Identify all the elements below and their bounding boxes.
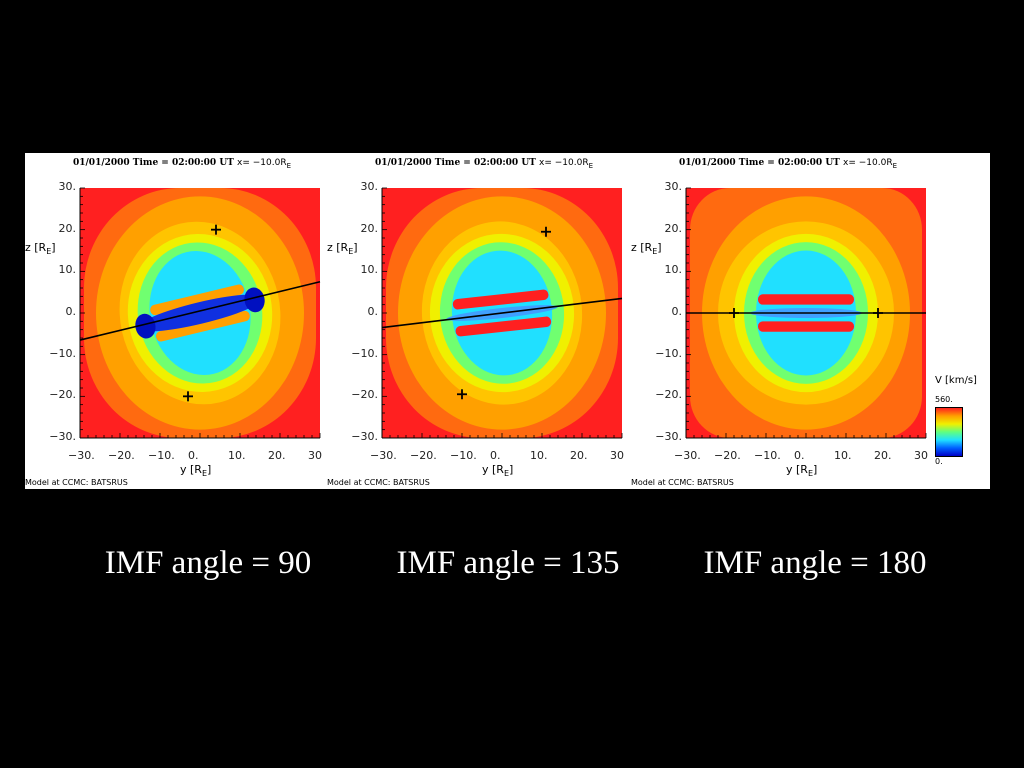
- current-sheet: [244, 287, 265, 313]
- plot-title: 01/01/2000 Time = 02:00:00 UT x= −10.0RE: [73, 158, 291, 170]
- y-tick-label: 0.: [367, 305, 379, 318]
- x-tick-label: 20.: [268, 449, 286, 462]
- y-tick-label: −10.: [49, 346, 76, 360]
- velocity-bar: [452, 289, 549, 310]
- plot-panel-1: 01/01/2000 Time = 02:00:00 UT x= −10.0RE…: [25, 153, 328, 489]
- y-axis-label: z [RE]: [631, 241, 662, 257]
- y-tick-label: −30.: [49, 430, 76, 443]
- slice-sub: E: [892, 161, 898, 170]
- heatmap-svg: [79, 187, 321, 439]
- x-tick-label: 10.: [228, 449, 246, 462]
- y-axis-label: z [RE]: [327, 241, 358, 257]
- x-tick-label: −20.: [108, 449, 135, 462]
- x-tick-label: −10.: [450, 449, 477, 462]
- x-axis-label: y [RE]: [180, 463, 212, 479]
- y-tick-label: 20.: [360, 221, 379, 235]
- imf-angle-caption: IMF angle = 90: [104, 545, 312, 581]
- plus-marker: [541, 226, 551, 237]
- plot-panel-2: 01/01/2000 Time = 02:00:00 UT x= −10.0RE…: [327, 153, 630, 489]
- x-tick-label: 20.: [874, 449, 892, 462]
- model-credit: Model at CCMC: BATSRUS: [631, 478, 734, 487]
- y-tick-label: −20.: [49, 388, 76, 402]
- velocity-bar: [758, 321, 854, 332]
- title-text: 01/01/2000 Time = 02:00:00 UT: [375, 158, 536, 168]
- velocity-bar: [758, 294, 854, 305]
- y-tick-label: 10.: [360, 263, 379, 277]
- heatmap-svg: [685, 187, 927, 439]
- model-credit: Model at CCMC: BATSRUS: [25, 478, 128, 487]
- title-text: 01/01/2000 Time = 02:00:00 UT: [679, 158, 840, 168]
- y-tick-label: 0.: [671, 305, 683, 318]
- heatmap-svg: [381, 187, 623, 439]
- plot-panel-3: 01/01/2000 Time = 02:00:00 UT x= −10.0RE…: [631, 153, 934, 489]
- y-tick-label: −10.: [655, 346, 682, 360]
- model-credit: Model at CCMC: BATSRUS: [327, 478, 430, 487]
- colorbar-gradient: [935, 407, 963, 457]
- velocity-bar: [150, 284, 245, 316]
- imf-angle-caption: IMF angle = 180: [703, 545, 927, 581]
- imf-line: [381, 297, 623, 329]
- colorbar-label: V [km/s]: [935, 375, 977, 386]
- x-axis-label: y [RE]: [482, 463, 514, 479]
- heatmap-plot: [685, 187, 927, 439]
- slice-text: x= −10.0R: [843, 158, 893, 168]
- x-tick-label: −30.: [674, 449, 701, 462]
- plus-marker: [183, 391, 193, 402]
- y-tick-label: 0.: [65, 305, 77, 318]
- y-tick-label: 20.: [664, 221, 683, 235]
- y-tick-label: −20.: [351, 388, 378, 402]
- x-tick-label: −20.: [410, 449, 437, 462]
- heatmap-plot: [79, 187, 321, 439]
- imf-line: [79, 280, 321, 341]
- y-tick-label: 30.: [664, 180, 683, 193]
- colorbar-max-label: 560.: [935, 395, 953, 404]
- colorbar: V [km/s] 560. 0.: [935, 375, 990, 475]
- x-tick-label: 10.: [530, 449, 548, 462]
- y-tick-label: −20.: [655, 388, 682, 402]
- plus-marker: [873, 308, 883, 318]
- plot-title: 01/01/2000 Time = 02:00:00 UT x= −10.0RE: [679, 158, 897, 170]
- y-tick-label: 10.: [664, 263, 683, 277]
- velocity-bar: [155, 310, 250, 342]
- slice-sub: E: [286, 161, 292, 170]
- slice-text: x= −10.0R: [237, 158, 287, 168]
- velocity-bar: [455, 316, 552, 337]
- y-tick-label: 30.: [360, 180, 379, 193]
- plus-marker: [729, 308, 739, 318]
- title-text: 01/01/2000 Time = 02:00:00 UT: [73, 158, 234, 168]
- x-tick-label: 0.: [490, 449, 501, 462]
- x-tick-label: −10.: [148, 449, 175, 462]
- figure: 01/01/2000 Time = 02:00:00 UT x= −10.0RE…: [25, 153, 990, 489]
- x-tick-label: 30: [308, 449, 322, 462]
- y-tick-label: −30.: [655, 430, 682, 443]
- y-tick-label: 30.: [58, 180, 77, 193]
- x-tick-label: 0.: [794, 449, 805, 462]
- plot-title: 01/01/2000 Time = 02:00:00 UT x= −10.0RE: [375, 158, 593, 170]
- y-axis-label: z [RE]: [25, 241, 56, 257]
- x-tick-label: 30: [610, 449, 624, 462]
- x-tick-label: −20.: [714, 449, 741, 462]
- plus-marker: [211, 224, 221, 235]
- x-tick-label: 10.: [834, 449, 852, 462]
- current-sheet: [135, 313, 156, 339]
- x-tick-label: 0.: [188, 449, 199, 462]
- colorbar-min-label: 0.: [935, 457, 943, 466]
- imf-angle-caption: IMF angle = 135: [396, 545, 620, 581]
- slice-text: x= −10.0R: [539, 158, 589, 168]
- x-tick-label: 20.: [570, 449, 588, 462]
- heatmap-plot: [381, 187, 623, 439]
- y-tick-label: 10.: [58, 263, 77, 277]
- y-tick-label: −10.: [351, 346, 378, 360]
- x-tick-label: 30: [914, 449, 928, 462]
- x-tick-label: −10.: [754, 449, 781, 462]
- plus-marker: [457, 389, 467, 400]
- y-tick-label: −30.: [351, 430, 378, 443]
- x-axis-label: y [RE]: [786, 463, 818, 479]
- x-tick-label: −30.: [370, 449, 397, 462]
- y-tick-label: 20.: [58, 221, 77, 235]
- x-tick-label: −30.: [68, 449, 95, 462]
- slice-sub: E: [588, 161, 594, 170]
